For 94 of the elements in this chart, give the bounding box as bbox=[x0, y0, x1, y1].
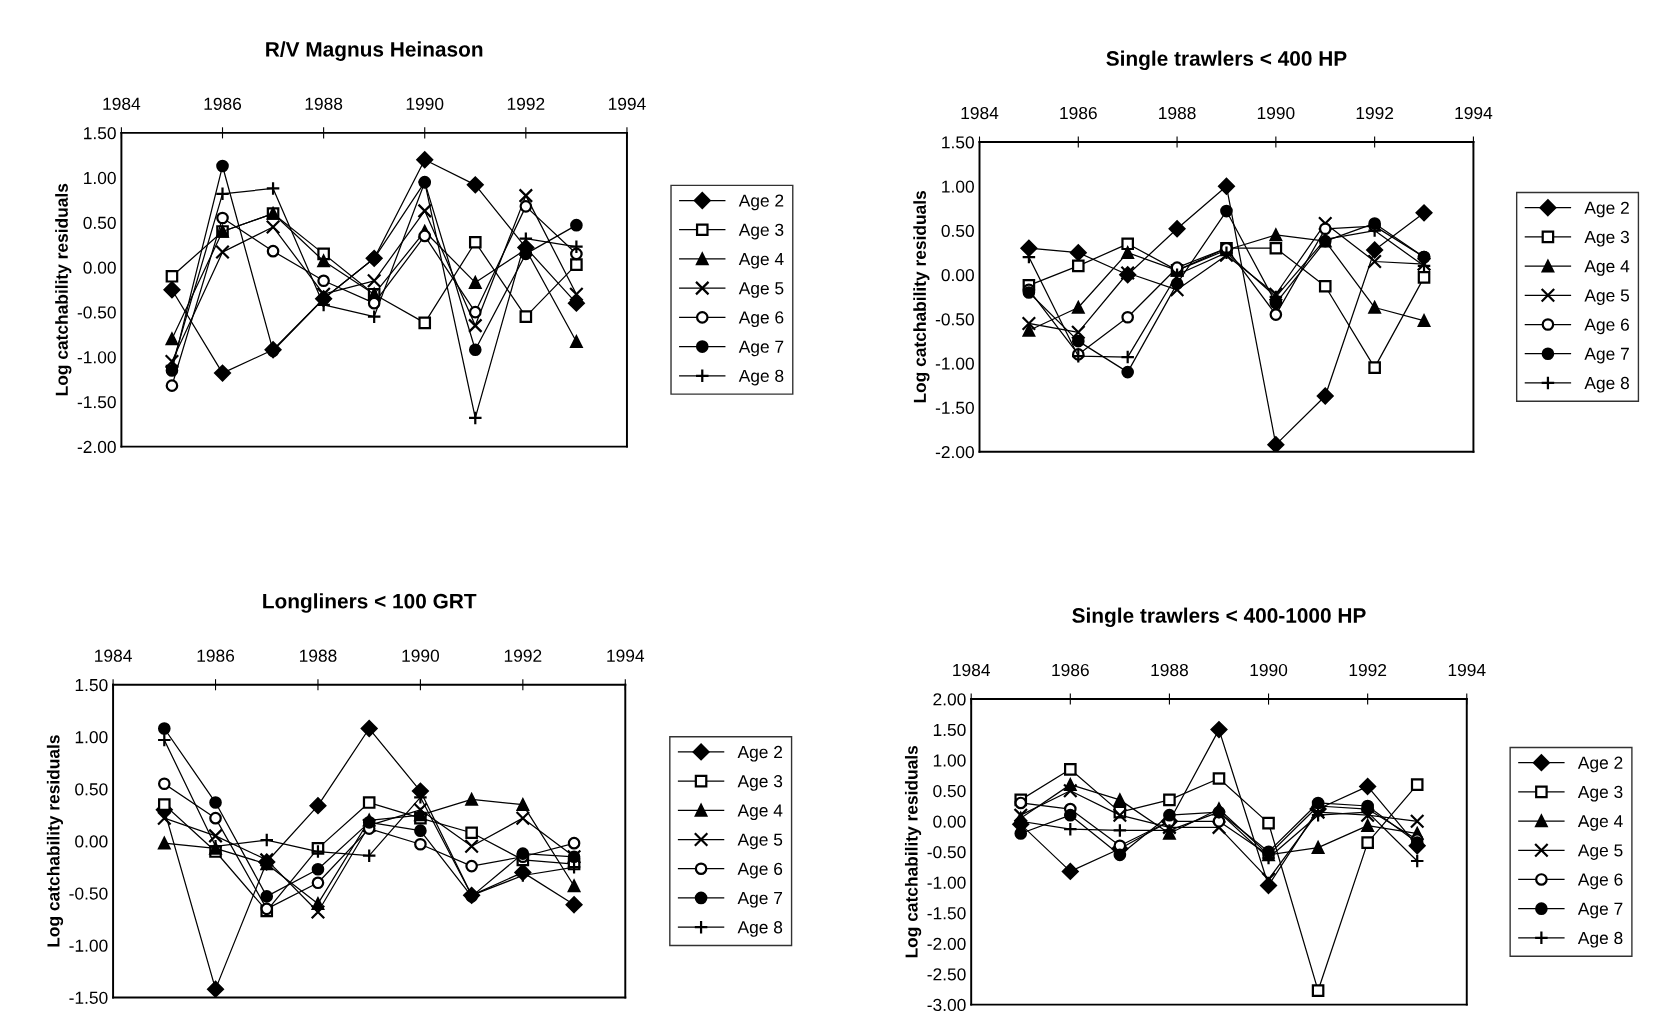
y-axis-title: Log catchability residuals bbox=[55, 183, 72, 396]
legend-label: Age 7 bbox=[1584, 347, 1629, 364]
y-tick-label: 1.00 bbox=[84, 171, 116, 185]
y-tick-label: 2.00 bbox=[933, 693, 966, 706]
legend-label: Age 3 bbox=[1577, 785, 1623, 802]
legend-label: Age 2 bbox=[738, 194, 784, 211]
x-tick-label: 1984 bbox=[953, 663, 990, 677]
legend-label: Age 4 bbox=[1577, 815, 1623, 831]
y-tick-label: -3.00 bbox=[927, 998, 966, 1012]
chart-title: Single trawlers < 400-1000 HP bbox=[1072, 607, 1366, 628]
legend-label: Age 6 bbox=[1577, 873, 1623, 890]
x-tick-label: 1984 bbox=[95, 649, 132, 662]
x-tick-label: 1988 bbox=[299, 649, 337, 662]
y-tick-label: -0.50 bbox=[935, 313, 974, 326]
y-tick-label: 0.00 bbox=[933, 815, 966, 828]
legend-label: Age 3 bbox=[1584, 230, 1629, 247]
y-tick-label: -1.00 bbox=[927, 876, 966, 889]
y-tick-label: -1.00 bbox=[77, 351, 116, 364]
y-tick-label: 0.50 bbox=[83, 216, 116, 229]
legend-label: Age 7 bbox=[738, 340, 784, 357]
x-tick-label: 1992 bbox=[504, 649, 542, 662]
x-tick-label: 1990 bbox=[406, 97, 444, 110]
y-tick-label: -2.00 bbox=[935, 445, 974, 459]
legend-label: Age 4 bbox=[737, 804, 783, 820]
x-tick-label: 1994 bbox=[1455, 106, 1493, 120]
x-tick-label: 1986 bbox=[204, 97, 242, 110]
x-tick-label: 1986 bbox=[197, 649, 235, 662]
y-tick-label: -1.00 bbox=[69, 939, 108, 952]
x-tick-label: 1990 bbox=[1250, 663, 1288, 677]
y-tick-label: 0.00 bbox=[83, 261, 116, 274]
y-tick-label: -1.50 bbox=[927, 907, 966, 920]
x-tick-label: 1992 bbox=[507, 97, 545, 110]
y-axis-title: Log catchability residuals bbox=[46, 735, 64, 947]
y-tick-label: -1.00 bbox=[935, 357, 974, 370]
y-tick-label: 1.50 bbox=[75, 678, 108, 692]
y-tick-label: -2.00 bbox=[927, 937, 966, 950]
legend-label: Age 6 bbox=[737, 862, 783, 879]
x-tick-label: 1992 bbox=[1349, 663, 1387, 677]
legend-label: Age 4 bbox=[738, 253, 784, 269]
x-tick-label: 1986 bbox=[1060, 106, 1097, 120]
legend-label: Age 8 bbox=[738, 369, 784, 386]
legend-label: Age 8 bbox=[737, 921, 783, 937]
x-tick-label: 1988 bbox=[305, 97, 343, 110]
y-tick-label: 0.50 bbox=[933, 784, 966, 798]
y-tick-label: 1.00 bbox=[942, 180, 974, 193]
y-tick-label: -1.50 bbox=[77, 395, 116, 409]
legend-label: Age 2 bbox=[737, 745, 783, 762]
legend-label: Age 2 bbox=[1584, 201, 1629, 218]
x-tick-label: 1986 bbox=[1052, 663, 1089, 677]
chart-title: Longliners < 100 GRT bbox=[263, 593, 477, 613]
x-tick-label: 1992 bbox=[1356, 106, 1394, 120]
x-tick-label: 1984 bbox=[961, 106, 999, 120]
y-tick-label: -2.00 bbox=[77, 440, 116, 454]
y-tick-label: 1.00 bbox=[75, 731, 108, 744]
legend-label: Age 5 bbox=[737, 833, 783, 850]
chart-title: Single trawlers < 400 HP bbox=[1106, 50, 1347, 71]
legend-label: Age 6 bbox=[738, 311, 784, 328]
x-tick-label: 1994 bbox=[1448, 663, 1486, 677]
y-tick-label: 1.50 bbox=[933, 723, 966, 737]
y-tick-label: -1.50 bbox=[935, 401, 974, 414]
y-axis-title: Log catchability residuals bbox=[904, 745, 922, 958]
y-tick-label: 0.50 bbox=[941, 224, 974, 237]
legend-label: Age 7 bbox=[737, 892, 783, 908]
y-tick-label: 0.00 bbox=[75, 835, 108, 848]
x-tick-label: 1990 bbox=[1257, 106, 1295, 120]
legend-label: Age 7 bbox=[1577, 902, 1623, 919]
y-tick-label: -2.50 bbox=[927, 968, 966, 981]
legend-label: Age 8 bbox=[1577, 931, 1623, 948]
y-tick-label: 1.00 bbox=[933, 754, 966, 767]
y-tick-label: 1.50 bbox=[84, 127, 116, 140]
x-tick-label: 1990 bbox=[402, 649, 440, 662]
y-tick-label: -0.50 bbox=[77, 306, 116, 319]
x-tick-label: 1984 bbox=[103, 97, 141, 110]
legend-label: Age 8 bbox=[1584, 376, 1629, 393]
y-tick-label: -0.50 bbox=[927, 846, 966, 859]
x-tick-label: 1988 bbox=[1159, 106, 1196, 120]
x-tick-label: 1994 bbox=[607, 649, 645, 662]
x-tick-label: 1994 bbox=[608, 97, 646, 110]
x-tick-label: 1988 bbox=[1151, 663, 1188, 677]
legend-label: Age 5 bbox=[738, 282, 784, 298]
legend-label: Age 6 bbox=[1584, 318, 1629, 335]
y-tick-label: 1.50 bbox=[942, 136, 974, 149]
y-tick-label: -0.50 bbox=[69, 887, 108, 900]
y-tick-label: 0.50 bbox=[75, 783, 108, 796]
y-tick-label: 0.00 bbox=[941, 268, 974, 282]
legend-label: Age 2 bbox=[1577, 756, 1623, 773]
legend-label: Age 3 bbox=[737, 775, 783, 791]
legend-label: Age 4 bbox=[1584, 260, 1630, 276]
legend-label: Age 5 bbox=[1577, 844, 1623, 860]
y-tick-label: -1.50 bbox=[69, 991, 108, 1004]
legend-label: Age 5 bbox=[1584, 289, 1630, 305]
y-axis-title: Log catchability residuals bbox=[913, 190, 930, 403]
legend-label: Age 3 bbox=[738, 223, 784, 240]
chart-title: R/V Magnus Heinason bbox=[266, 41, 483, 61]
